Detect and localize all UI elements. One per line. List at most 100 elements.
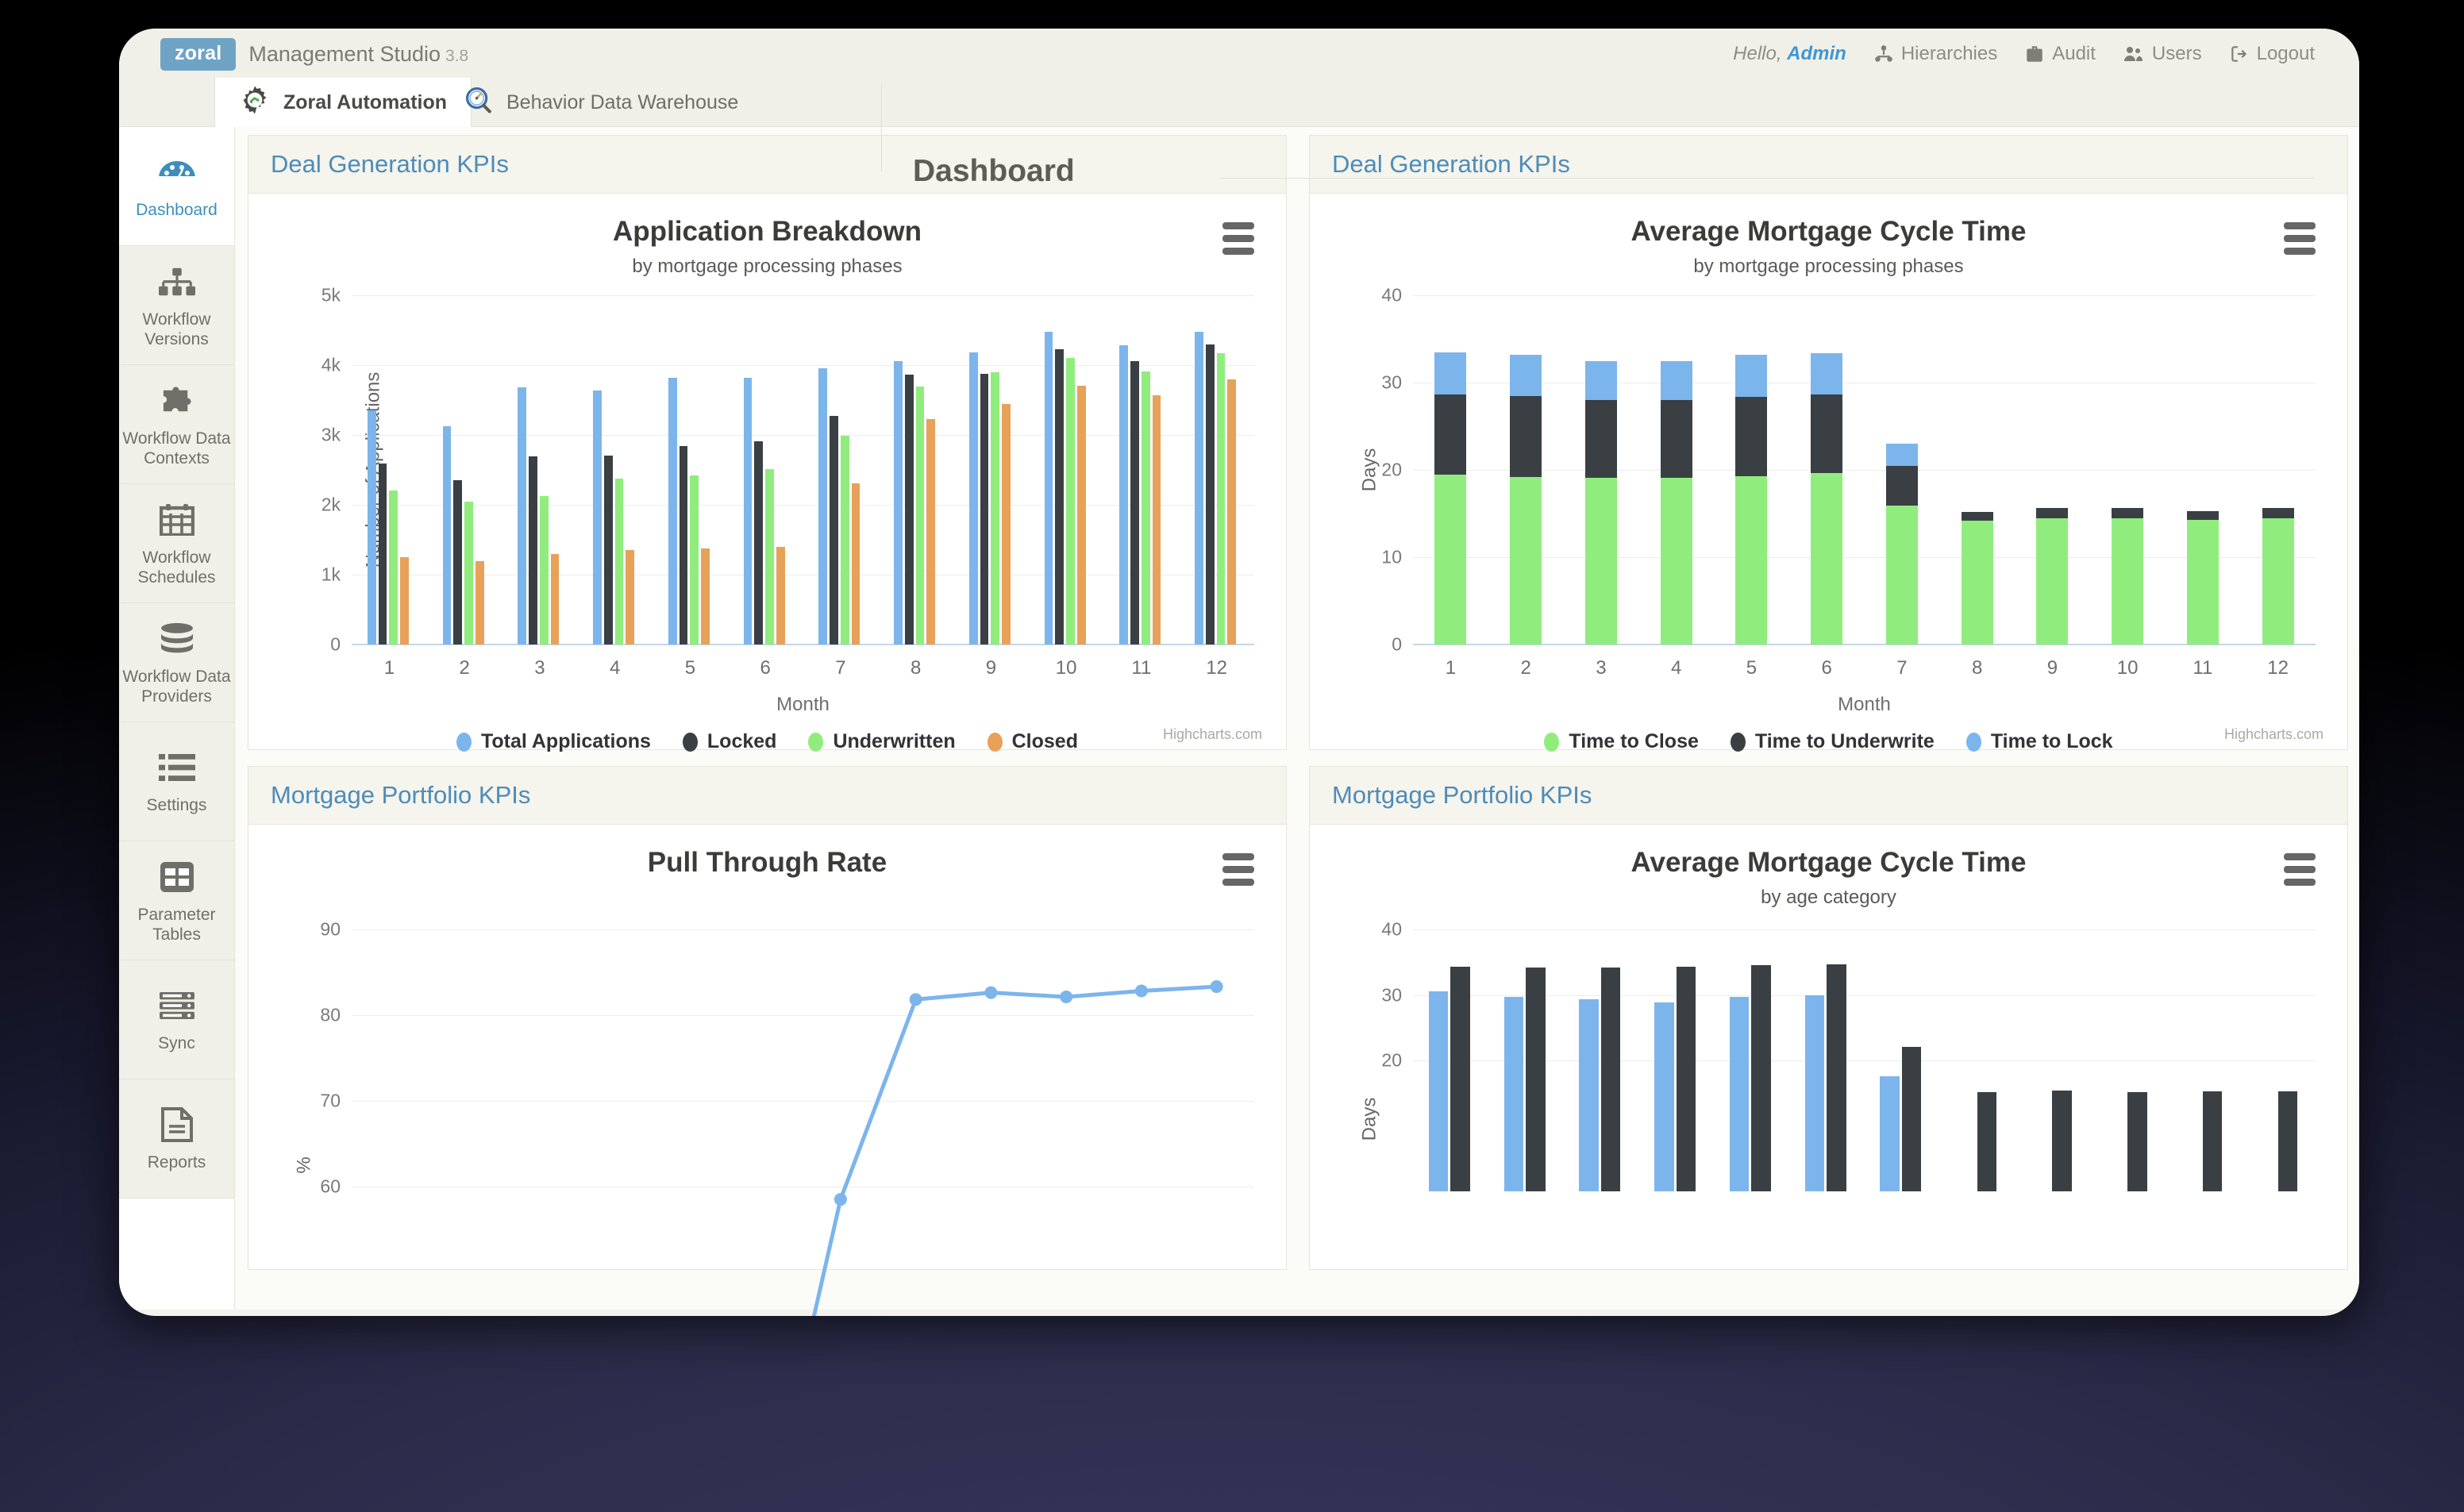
bar[interactable] <box>1227 379 1237 644</box>
sidebar-item-workflow-versions[interactable]: Workflow Versions <box>119 246 234 365</box>
chart-avg-cycle-time-phases[interactable]: Days 0 10 20 30 40 1 2 3 4 5 6 7 8 9 10 11 12 Month <box>1358 285 2316 715</box>
bar-segment[interactable] <box>1510 354 1542 396</box>
sidebar-item-workflow-data-providers[interactable]: Workflow Data Providers <box>119 603 234 722</box>
chart-legend[interactable]: Total Applications Locked Underwritten Clos… <box>248 730 1286 753</box>
bar-segment[interactable] <box>2186 519 2219 644</box>
bar[interactable] <box>1119 345 1129 644</box>
bar[interactable] <box>1205 344 1215 644</box>
sidebar-item-sync[interactable]: Sync <box>119 960 234 1079</box>
bar-segment[interactable] <box>1735 396 1768 476</box>
bar[interactable] <box>1729 996 1750 1191</box>
bar[interactable] <box>690 475 699 644</box>
bar[interactable] <box>1676 967 1696 1191</box>
bar-segment[interactable] <box>2262 517 2294 644</box>
bar[interactable] <box>1880 1075 1900 1191</box>
bar[interactable] <box>550 554 560 644</box>
bar[interactable] <box>765 469 774 644</box>
bar[interactable] <box>1654 1002 1674 1191</box>
bar-segment[interactable] <box>1510 476 1542 644</box>
data-point[interactable] <box>984 986 998 999</box>
bar[interactable] <box>626 550 635 644</box>
bar-segment[interactable] <box>1961 520 1993 644</box>
chart-legend[interactable]: Time to Close Time to Underwrite Time to L… <box>1310 730 2347 753</box>
data-point[interactable] <box>909 993 922 1006</box>
bar[interactable] <box>1141 371 1150 644</box>
data-point[interactable] <box>1060 991 1073 1004</box>
bar-segment[interactable] <box>1660 400 1692 478</box>
bar[interactable] <box>1804 995 1825 1191</box>
bar[interactable] <box>2202 1091 2223 1191</box>
bar[interactable] <box>830 416 838 644</box>
legend-item[interactable]: Time to Lock <box>1965 730 2113 753</box>
bar[interactable] <box>475 561 484 644</box>
bar-segment[interactable] <box>1885 506 1918 644</box>
bar[interactable] <box>378 464 387 644</box>
sidebar-item-parameter-tables[interactable]: Parameter Tables <box>119 841 234 960</box>
bar[interactable] <box>1055 348 1065 644</box>
bar[interactable] <box>1216 353 1226 644</box>
bar[interactable] <box>603 455 613 644</box>
bar[interactable] <box>1751 965 1771 1191</box>
bar[interactable] <box>2127 1091 2147 1191</box>
bar[interactable] <box>2277 1091 2298 1191</box>
tab-behavior-data-warehouse[interactable]: Behavior Data Warehouse <box>440 78 762 127</box>
bar-segment[interactable] <box>1885 444 1918 466</box>
bar[interactable] <box>679 446 688 644</box>
bar[interactable] <box>389 491 398 644</box>
bar-segment[interactable] <box>1434 394 1467 475</box>
bar[interactable] <box>1076 386 1086 644</box>
bar-segment[interactable] <box>1811 352 1842 395</box>
bar[interactable] <box>1600 967 1621 1191</box>
bar-segment[interactable] <box>1735 354 1768 397</box>
bar-segment[interactable] <box>1885 465 1918 506</box>
bar[interactable] <box>518 387 527 644</box>
zoral-logo[interactable]: zoral <box>160 38 237 71</box>
bar[interactable] <box>1428 991 1449 1191</box>
bar-segment[interactable] <box>1735 475 1768 644</box>
bar[interactable] <box>1977 1091 1997 1191</box>
bar-segment[interactable] <box>1811 394 1842 474</box>
bar-segment[interactable] <box>2262 508 2294 518</box>
bar[interactable] <box>754 441 764 644</box>
data-point[interactable] <box>1134 984 1148 998</box>
chart-menu-button[interactable] <box>1222 222 1254 260</box>
legend-item[interactable]: Total Applications <box>456 730 651 753</box>
nav-hierarchies[interactable]: Hierarchies <box>1873 43 1997 65</box>
bar[interactable] <box>904 375 914 644</box>
bar[interactable] <box>1195 331 1203 644</box>
bar[interactable] <box>980 373 989 644</box>
bar[interactable] <box>743 377 753 644</box>
bar-segment[interactable] <box>1434 474 1467 644</box>
bar-segment[interactable] <box>1584 477 1617 644</box>
data-point[interactable] <box>1210 980 1223 994</box>
bar-segment[interactable] <box>1510 395 1542 477</box>
bar-segment[interactable] <box>1660 360 1692 400</box>
bar[interactable] <box>400 557 409 644</box>
bar[interactable] <box>818 367 828 644</box>
bar-segment[interactable] <box>2186 510 2219 520</box>
bar[interactable] <box>915 387 925 644</box>
bar[interactable] <box>1450 967 1470 1191</box>
bar[interactable] <box>1901 1046 1922 1191</box>
bar-segment[interactable] <box>1811 473 1842 644</box>
bar[interactable] <box>2052 1090 2072 1191</box>
sidebar-item-workflow-schedules[interactable]: Workflow Schedules <box>119 484 234 603</box>
bar[interactable] <box>840 435 849 644</box>
bar-segment[interactable] <box>1961 511 1993 521</box>
nav-audit[interactable]: Audit <box>2024 43 2096 65</box>
bar[interactable] <box>1002 404 1011 644</box>
bar[interactable] <box>539 496 549 644</box>
bar[interactable] <box>442 426 452 644</box>
bar[interactable] <box>894 360 903 644</box>
chart-menu-button[interactable] <box>1222 853 1254 891</box>
chart-pull-through-rate[interactable]: % 60 70 80 90 <box>294 912 1254 1316</box>
tab-zoral-automation[interactable]: Zoral Automation <box>214 78 472 127</box>
bar[interactable] <box>701 548 710 644</box>
chart-menu-button[interactable] <box>2284 222 2316 260</box>
chart-avg-cycle-time-age[interactable]: Days 20 30 40 <box>1358 919 2316 1191</box>
bar-segment[interactable] <box>2036 517 2069 644</box>
legend-item[interactable]: Locked <box>682 730 776 753</box>
bar-segment[interactable] <box>1584 400 1617 478</box>
sidebar-item-reports[interactable]: Reports <box>119 1079 234 1198</box>
bar[interactable] <box>851 483 860 644</box>
